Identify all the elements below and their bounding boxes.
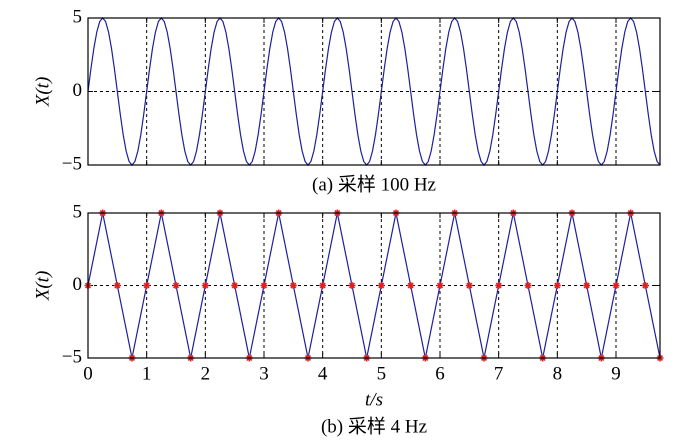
caption: (a) 采样 100 Hz <box>312 173 436 195</box>
marker <box>348 282 356 289</box>
marker <box>465 282 473 289</box>
marker <box>143 282 151 289</box>
y-tick-label: −5 <box>62 153 82 174</box>
x-tick-label: 8 <box>553 363 563 384</box>
marker <box>407 282 415 289</box>
x-tick-label: 3 <box>259 363 269 384</box>
axes-frame <box>87 17 661 166</box>
marker <box>377 282 385 289</box>
y-tick-label: 0 <box>73 274 83 295</box>
y-axis-label: X(t) <box>32 271 53 302</box>
marker <box>260 282 268 289</box>
data-line <box>87 17 661 166</box>
marker <box>289 282 297 289</box>
x-tick-label: 7 <box>494 363 504 384</box>
marker <box>612 282 620 289</box>
marker <box>231 282 239 289</box>
x-tick-label: 4 <box>318 363 328 384</box>
x-axis-label: t/s <box>365 389 383 410</box>
data-line <box>87 212 661 359</box>
marker <box>436 282 444 289</box>
axes-frame <box>87 212 661 359</box>
y-axis-label: X(t) <box>32 77 53 108</box>
marker <box>553 282 561 289</box>
marker <box>319 282 327 289</box>
x-tick-label: 2 <box>201 363 211 384</box>
x-tick-label: 5 <box>377 363 387 384</box>
marker <box>524 282 532 289</box>
y-tick-label: −5 <box>62 346 82 367</box>
x-tick-label: 6 <box>435 363 445 384</box>
x-tick-label: 1 <box>142 363 152 384</box>
y-tick-label: 0 <box>73 80 83 101</box>
y-tick-label: 5 <box>73 6 83 27</box>
marker <box>172 282 180 289</box>
x-tick-label: 9 <box>611 363 621 384</box>
marker <box>583 282 591 289</box>
x-tick-label: 0 <box>83 363 93 384</box>
marker <box>641 282 649 289</box>
y-tick-label: 5 <box>73 201 83 222</box>
marker <box>201 282 209 289</box>
caption: (b) 采样 4 Hz <box>321 415 427 437</box>
marker <box>495 282 503 289</box>
marker <box>113 282 121 289</box>
